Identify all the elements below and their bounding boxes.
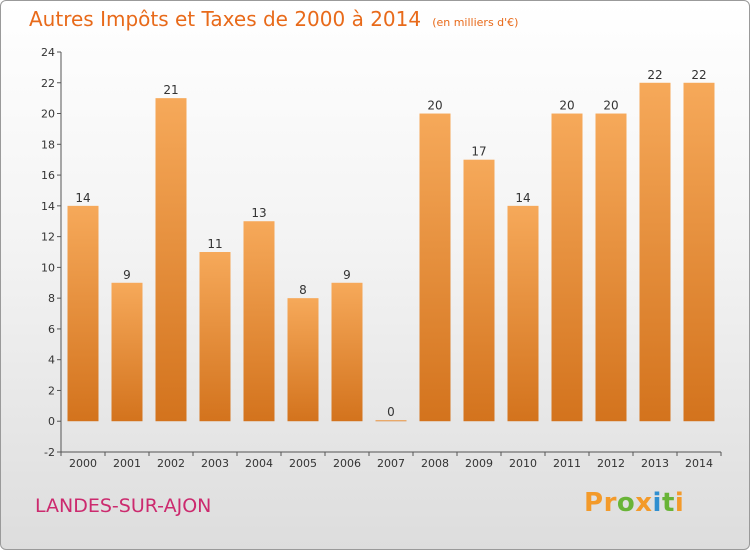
bar — [419, 113, 451, 422]
data-label: 20 — [427, 99, 442, 113]
data-label: 20 — [603, 99, 618, 113]
x-tick-label: 2002 — [157, 457, 185, 470]
bar — [111, 282, 143, 422]
x-tick-label: 2005 — [289, 457, 317, 470]
x-tick-label: 2000 — [69, 457, 97, 470]
y-tick-label: 24 — [41, 46, 55, 59]
y-tick-label: -2 — [44, 446, 55, 459]
data-label: 17 — [471, 145, 486, 159]
data-label: 22 — [691, 68, 706, 82]
x-tick-label: 2010 — [509, 457, 537, 470]
chart-data-labels: 2000 14 2001 9 2002 21 2003 11 2004 13 2005 8 2006 9 2… — [69, 68, 713, 470]
bar — [243, 221, 275, 422]
bar — [67, 205, 99, 422]
y-tick-label: 18 — [41, 138, 55, 151]
y-tick-label: 12 — [41, 231, 55, 244]
x-tick-label: 2014 — [685, 457, 713, 470]
data-label: 14 — [75, 191, 90, 205]
proxiti-logo: Proxiti — [584, 488, 684, 518]
data-label: 8 — [299, 283, 307, 297]
data-label: 22 — [647, 68, 662, 82]
bar — [595, 113, 627, 422]
logo-letter: t — [661, 488, 675, 518]
y-tick-label: 14 — [41, 200, 55, 213]
y-tick-label: 10 — [41, 261, 55, 274]
logo-letter: x — [635, 488, 653, 518]
x-tick-label: 2008 — [421, 457, 449, 470]
data-label: 11 — [207, 237, 222, 251]
bar — [375, 420, 407, 422]
y-tick-label: 22 — [41, 77, 55, 90]
logo-letter: r — [603, 488, 617, 518]
x-tick-label: 2011 — [553, 457, 581, 470]
data-label: 9 — [343, 268, 351, 282]
data-label: 9 — [123, 268, 131, 282]
bar — [551, 113, 583, 422]
y-tick-label: 16 — [41, 169, 55, 182]
y-tick-label: 0 — [48, 415, 55, 428]
y-tick-label: 2 — [48, 384, 55, 397]
x-tick-label: 2006 — [333, 457, 361, 470]
logo-letter: P — [584, 488, 604, 518]
x-tick-label: 2012 — [597, 457, 625, 470]
logo-letter: o — [616, 488, 636, 518]
x-tick-label: 2013 — [641, 457, 669, 470]
logo-letter: i — [652, 488, 662, 518]
bar — [287, 298, 319, 422]
x-tick-label: 2004 — [245, 457, 273, 470]
x-tick-label: 2001 — [113, 457, 141, 470]
data-label: 21 — [163, 83, 178, 97]
y-tick-label: 6 — [48, 323, 55, 336]
chart-title: Autres Impôts et Taxes de 2000 à 2014 — [29, 7, 422, 31]
x-tick-label: 2009 — [465, 457, 493, 470]
x-tick-label: 2007 — [377, 457, 405, 470]
y-tick-label: 8 — [48, 292, 55, 305]
data-label: 13 — [251, 206, 266, 220]
bar — [199, 252, 231, 422]
x-tick-label: 2003 — [201, 457, 229, 470]
bar — [507, 205, 539, 422]
chart-bars — [67, 82, 715, 422]
commune-name: LANDES-SUR-AJON — [35, 495, 212, 517]
data-label: 20 — [559, 99, 574, 113]
data-label: 14 — [515, 191, 530, 205]
chart-title-row: Autres Impôts et Taxes de 2000 à 2014 (e… — [29, 7, 518, 31]
data-label: 0 — [387, 405, 395, 419]
y-tick-label: 4 — [48, 354, 55, 367]
bar — [155, 98, 187, 422]
bar — [683, 82, 715, 422]
bar — [639, 82, 671, 422]
y-tick-label: 20 — [41, 108, 55, 121]
bar — [463, 159, 495, 422]
logo-letter: i — [674, 488, 685, 518]
chart-subtitle: (en milliers d'€) — [432, 16, 519, 29]
bar — [331, 282, 363, 422]
